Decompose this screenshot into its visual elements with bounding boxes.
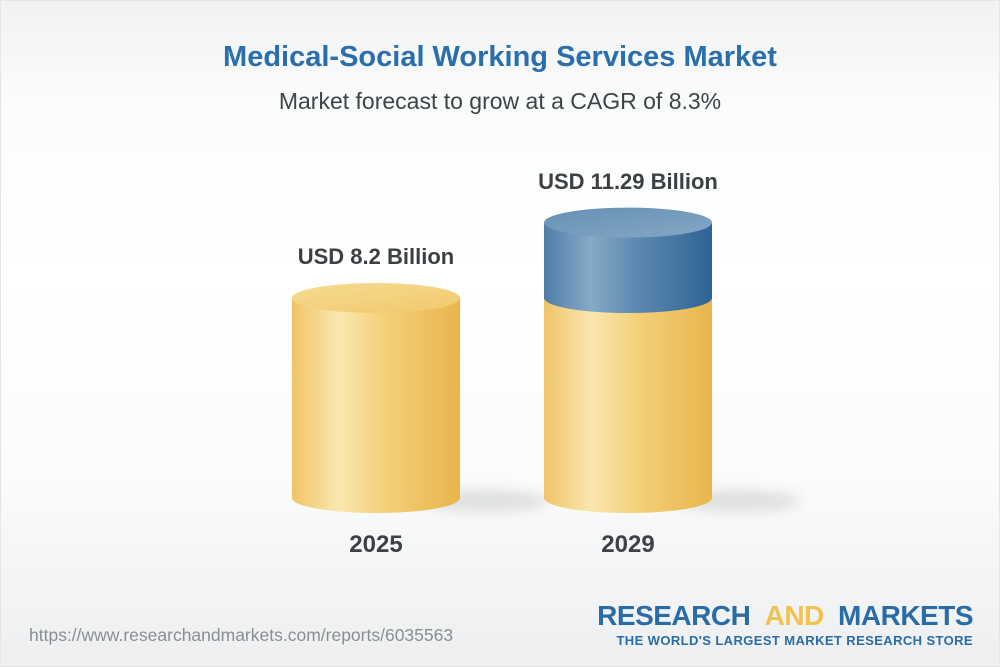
page-title: Medical-Social Working Services Market [223,41,777,73]
category-label-2029: 2029 [601,531,655,558]
value-label-2025: USD 8.2 Billion [297,244,455,269]
category-label-2025: 2025 [349,531,403,558]
value-label-2029: USD 11.29 Billion [538,169,718,194]
logo-word-and: AND [764,600,825,631]
page-subtitle: Market forecast to grow at a CAGR of 8.3… [278,88,722,114]
logo-word-research: RESEARCH [597,600,751,631]
cylinder-bar-2025 [292,283,548,513]
logo-wordmark: RESEARCH AND MARKETS [597,602,973,630]
report-url[interactable]: https://www.researchandmarkets.com/repor… [29,625,454,645]
logo-word-markets: MARKETS [838,600,973,631]
logo-tagline: THE WORLD'S LARGEST MARKET RESEARCH STOR… [616,633,973,648]
cylinder-bar-2029 [544,207,800,513]
researchandmarkets-logo: RESEARCH AND MARKETS THE WORLD'S LARGEST… [597,602,973,648]
